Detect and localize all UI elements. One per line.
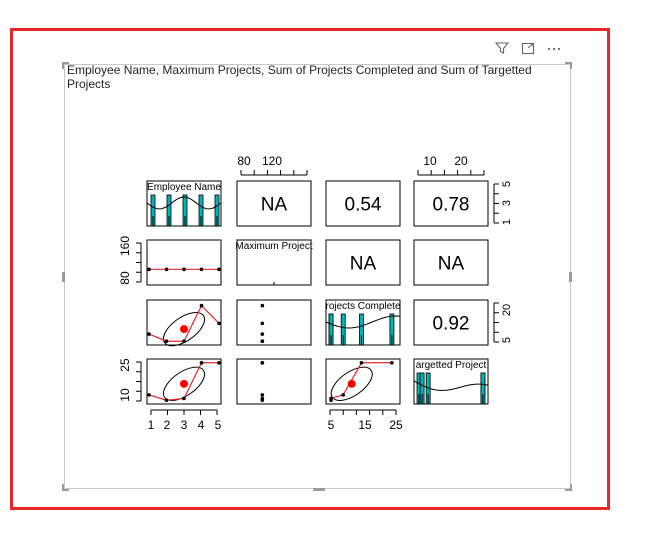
- selected-visual-border: [10, 28, 610, 510]
- visual-container[interactable]: [64, 64, 571, 489]
- focus-mode-icon[interactable]: [520, 40, 536, 56]
- resize-handle-top-left[interactable]: [62, 62, 69, 69]
- visual-header: [494, 40, 562, 56]
- visual-title: Employee Name, Maximum Projects, Sum of …: [67, 63, 532, 91]
- more-options-icon[interactable]: [546, 40, 562, 56]
- filter-icon[interactable]: [494, 40, 510, 56]
- resize-handle-top-right[interactable]: [565, 62, 572, 69]
- resize-handle-bottom-right[interactable]: [565, 484, 572, 491]
- resize-handle-left[interactable]: [62, 272, 65, 282]
- resize-handle-right[interactable]: [569, 272, 572, 282]
- resize-handle-bottom[interactable]: [313, 488, 325, 491]
- resize-handle-bottom-left[interactable]: [62, 484, 69, 491]
